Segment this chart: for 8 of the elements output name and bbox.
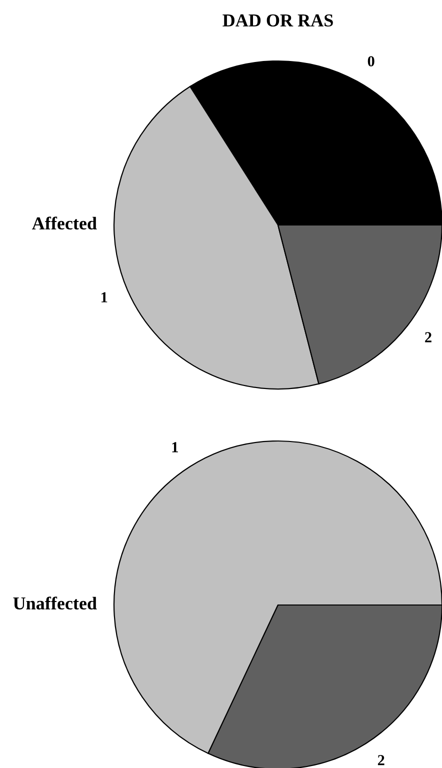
slice-label: 2 <box>378 755 384 766</box>
text: Unaffected <box>13 596 97 610</box>
slice-label: 1 <box>102 292 108 302</box>
text: Affected <box>32 216 97 230</box>
slice-label: 1 <box>172 442 178 452</box>
chart-title: DAD OR RAS <box>222 14 333 27</box>
slice-label: 0 <box>368 56 374 66</box>
slice-label: 2 <box>425 332 432 342</box>
